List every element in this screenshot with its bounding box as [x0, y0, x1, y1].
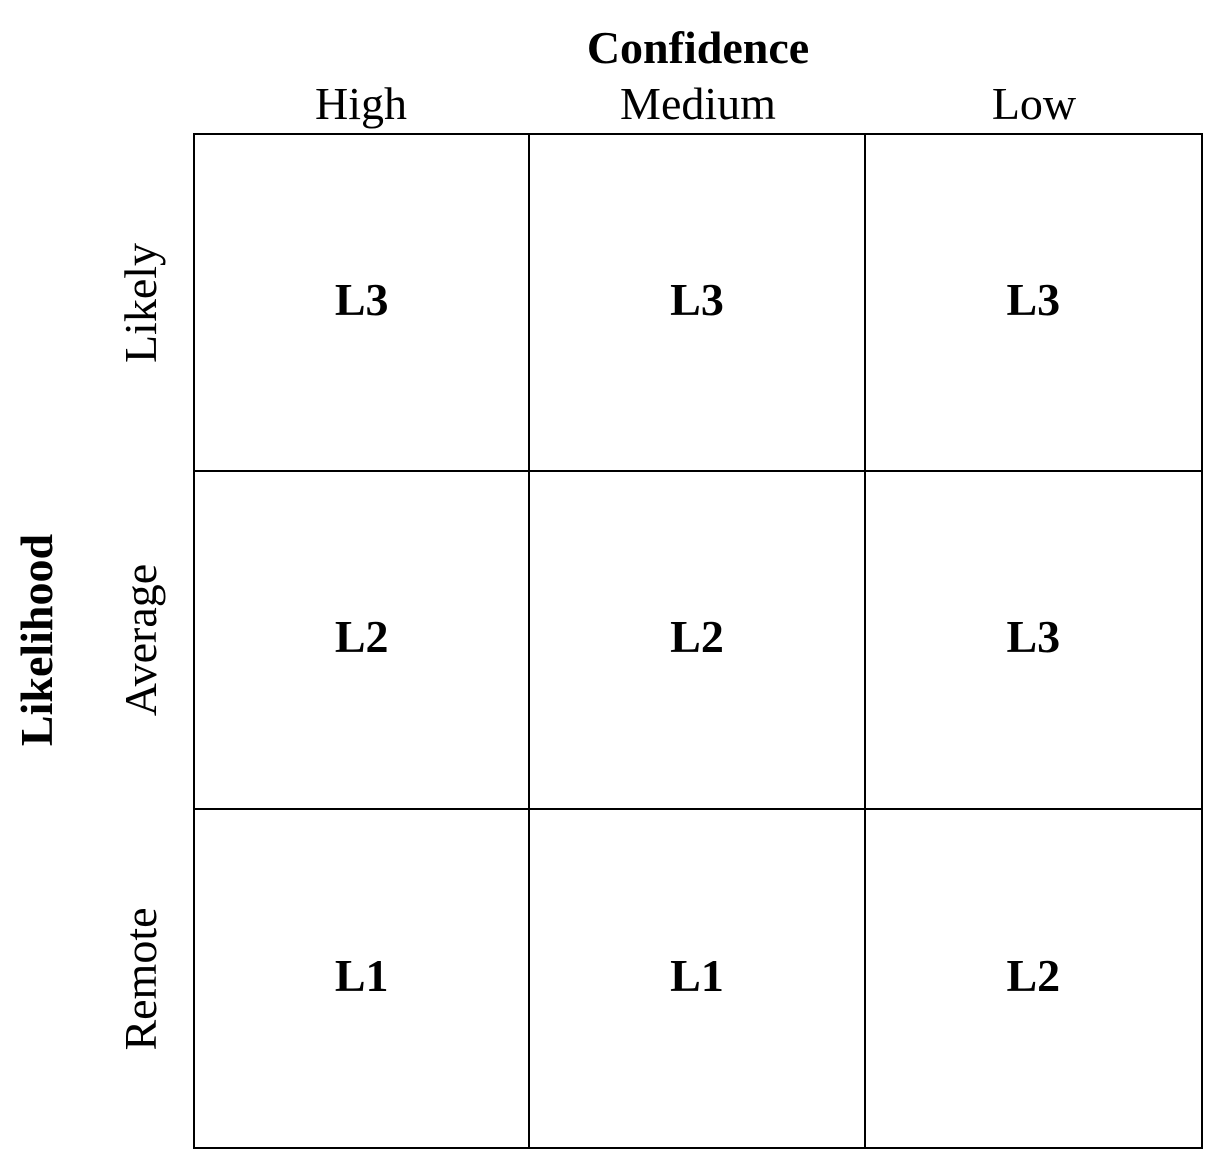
column-header-medium: Medium: [620, 78, 776, 129]
column-header-low: Low: [991, 78, 1077, 129]
column-header-high: High: [315, 78, 407, 129]
matrix-cell-likely-medium: L3: [530, 135, 866, 473]
matrix-grid: L3 L3 L3 L2 L2 L3 L1 L1 L2: [193, 133, 1203, 1149]
row-axis-title: Likelihood: [11, 533, 62, 747]
row-header-remote: Remote: [115, 907, 166, 1051]
column-axis-title: Confidence: [586, 22, 810, 73]
matrix-cell-likely-high: L3: [195, 135, 531, 473]
matrix-cell-remote-low: L2: [1006, 949, 1061, 1001]
matrix-cell-remote-high: L1: [195, 809, 531, 1147]
row-header-average: Average: [115, 563, 166, 717]
matrix-cell-average-medium: L2: [530, 472, 866, 810]
matrix-cell-average-high: L2: [195, 472, 531, 810]
matrix-cell-average-low: L3: [865, 472, 1201, 810]
row-header-likely: Likely: [115, 242, 166, 364]
matrix-cell-remote-medium: L1: [530, 809, 866, 1147]
matrix-cell-likely-low: L3: [865, 135, 1201, 473]
